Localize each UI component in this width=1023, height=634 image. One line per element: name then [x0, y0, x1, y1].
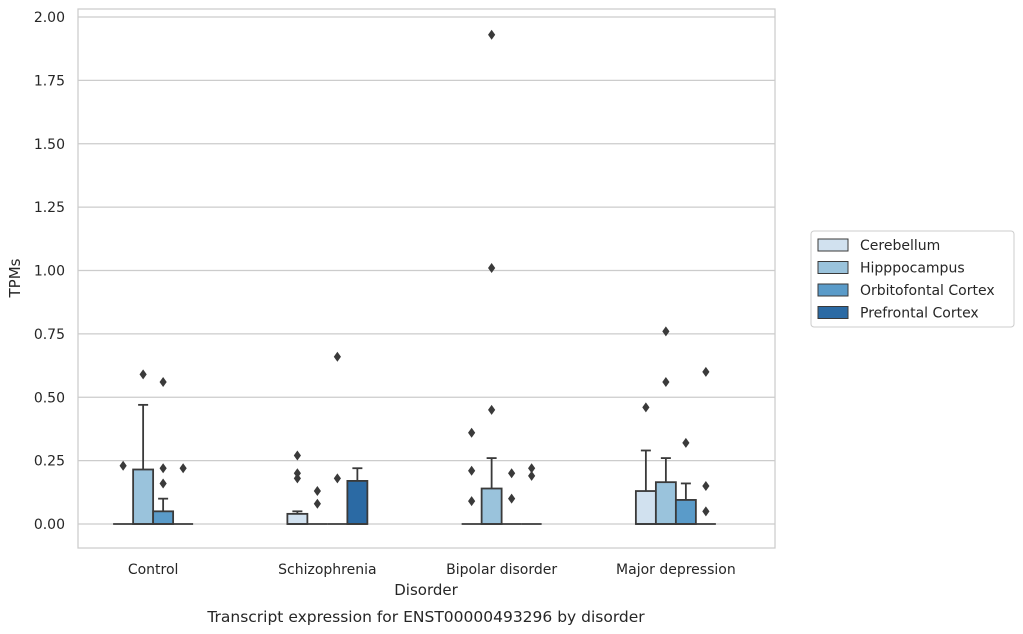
legend-swatch: [817, 306, 849, 319]
legend: Cerebellum Hipppocampus Orbitofontal Corte…: [810, 230, 1015, 328]
gridlines: [78, 16, 775, 525]
box-1-2: [480, 29, 503, 525]
legend-label: Orbitofontal Cortex: [860, 283, 995, 299]
x-tick-label: Major depression: [616, 562, 736, 578]
x-tick-label: Schizophrenia: [278, 562, 376, 578]
chart-caption: Transcript expression for ENST0000049329…: [206, 608, 645, 626]
outlier-point: [293, 450, 301, 461]
y-tick-label: 0.50: [34, 390, 65, 406]
outlier-point: [293, 468, 301, 479]
outlier-point: [468, 465, 476, 476]
box-0-1: [286, 450, 309, 525]
outlier-point: [468, 496, 476, 507]
box-0-3: [634, 402, 657, 525]
outlier-point: [179, 463, 187, 474]
outlier-point: [528, 470, 536, 481]
plot-frame: [77, 8, 776, 549]
box-2-2: [501, 468, 522, 525]
y-axis-title: TPMs: [6, 258, 24, 298]
outlier-point: [508, 493, 516, 504]
legend-swatch: [817, 238, 849, 252]
legend-swatch: [817, 283, 849, 297]
box-body: [674, 499, 697, 525]
x-tick-labels: Control Schizophrenia Bipolar disorder Majo…: [128, 562, 736, 578]
box-body: [132, 468, 155, 525]
box-body: [152, 510, 175, 525]
box-body: [654, 481, 677, 525]
outlier-point: [139, 369, 147, 380]
box-0-2: [461, 427, 482, 525]
outlier-point: [333, 473, 341, 484]
legend-label: Hipppocampus: [860, 261, 965, 277]
y-tick-label: 1.25: [34, 200, 65, 216]
x-axis-title: Disorder: [394, 581, 458, 599]
box-body: [346, 480, 369, 525]
legend-frame: [810, 230, 1015, 328]
outlier-point: [159, 478, 167, 489]
outlier-point: [488, 29, 496, 40]
outlier-point: [119, 460, 127, 471]
y-tick-label: 2.00: [34, 10, 65, 26]
y-tick-labels: 0.00 0.25 0.50 0.75 1.00 1.25 1.50 1.75 2.00: [34, 10, 65, 533]
outlier-point: [468, 427, 476, 438]
box-body: [286, 512, 309, 525]
outlier-point: [333, 351, 341, 362]
y-tick-label: 1.00: [34, 264, 65, 280]
box-3-1: [346, 467, 369, 525]
outlier-point: [702, 366, 710, 377]
boxes: [113, 29, 716, 525]
outlier-point: [159, 377, 167, 388]
outlier-point: [528, 463, 536, 474]
outlier-point: [702, 480, 710, 491]
legend-label: Prefrontal Cortex: [860, 306, 979, 322]
y-tick-label: 1.50: [34, 137, 65, 153]
x-tick-label: Control: [128, 562, 179, 578]
box-3-0: [173, 463, 194, 525]
x-tick-label: Bipolar disorder: [446, 562, 557, 578]
box-3-3: [695, 366, 716, 525]
box-body: [480, 487, 503, 525]
box-2-3: [674, 437, 697, 525]
box-0-0: [113, 460, 134, 525]
outlier-point: [642, 402, 650, 413]
legend-swatch: [817, 261, 849, 274]
box-3-2: [521, 463, 542, 525]
y-tick-label: 0.25: [34, 454, 65, 470]
y-tick-label: 0.00: [34, 517, 65, 533]
outlier-point: [682, 437, 690, 448]
outlier-point: [313, 498, 321, 509]
plot-background: [78, 9, 775, 548]
outlier-point: [159, 463, 167, 474]
box-1-1: [307, 486, 328, 525]
legend-label: Cerebellum: [860, 238, 940, 254]
outlier-point: [293, 473, 301, 484]
box-1-0: [132, 369, 155, 525]
box-body: [634, 490, 657, 525]
outlier-point: [488, 262, 496, 273]
outlier-point: [488, 404, 496, 415]
y-tick-label: 0.75: [34, 327, 65, 343]
outlier-point: [662, 377, 670, 388]
outlier-point: [313, 486, 321, 497]
outlier-point: [702, 506, 710, 517]
outlier-point: [508, 468, 516, 479]
outlier-point: [662, 326, 670, 337]
y-tick-label: 1.75: [34, 73, 65, 89]
box-2-1: [327, 351, 348, 525]
box-2-0: [152, 377, 175, 525]
